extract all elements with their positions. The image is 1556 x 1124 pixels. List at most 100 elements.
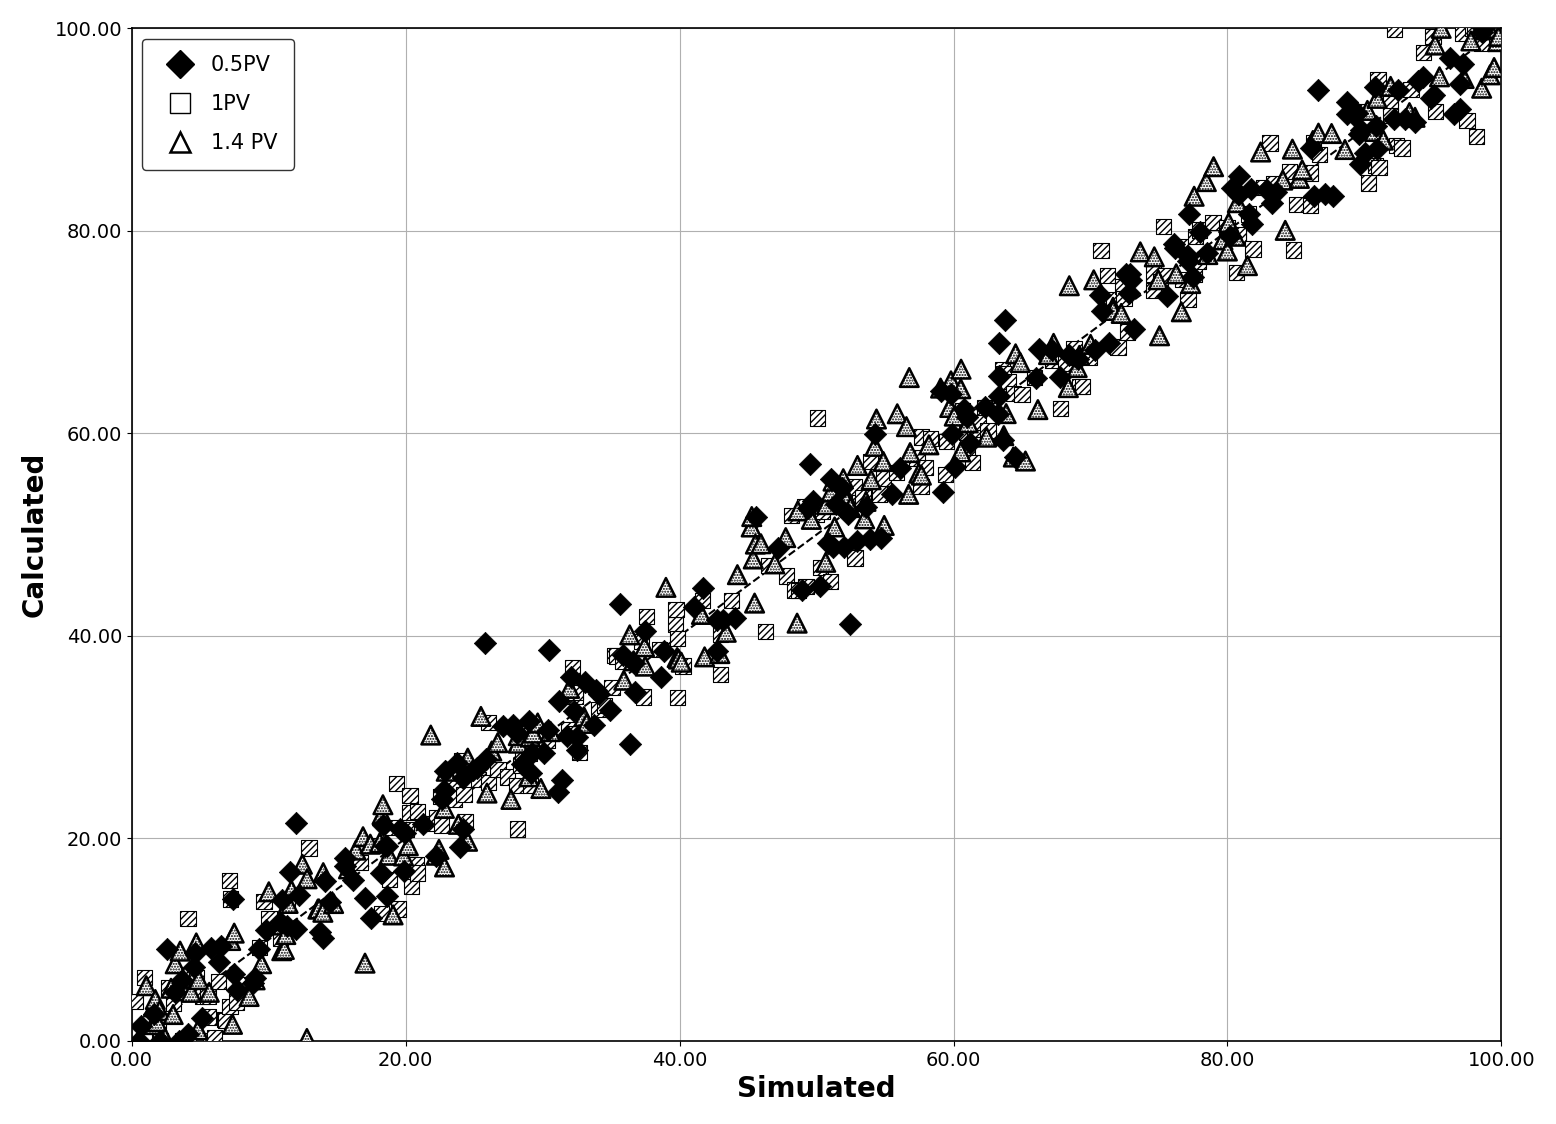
0.5PV [1095,334,1120,352]
1.4 PV [725,565,750,583]
1.4 PV [434,762,459,780]
1.4 PV [937,399,962,417]
1.4 PV [370,796,395,814]
1PV [386,900,411,918]
1.4 PV [1223,227,1248,245]
1PV [1175,291,1200,309]
1.4 PV [692,647,717,665]
0.5PV [166,1032,191,1050]
0.5PV [1470,19,1495,37]
1.4 PV [381,906,406,924]
1PV [918,429,943,447]
1.4 PV [294,1030,319,1048]
1PV [664,629,689,647]
1.4 PV [1486,27,1511,45]
1PV [442,790,467,808]
0.5PV [333,849,358,867]
1.4 PV [621,652,646,670]
1.4 PV [1041,334,1066,352]
0.5PV [1393,110,1418,128]
0.5PV [820,538,845,556]
1.4 PV [1064,359,1089,377]
0.5PV [823,496,848,514]
1.4 PV [742,595,767,613]
1PV [476,773,501,791]
1.4 PV [1147,327,1172,345]
1.4 PV [1397,103,1422,121]
0.5PV [868,529,893,547]
1.4 PV [1484,33,1509,51]
1.4 PV [1164,265,1189,283]
1.4 PV [1217,214,1242,232]
1PV [148,1032,173,1050]
0.5PV [517,711,541,729]
0.5PV [392,824,417,842]
0.5PV [1225,185,1249,203]
0.5PV [632,623,657,641]
0.5PV [535,720,560,738]
0.5PV [473,634,498,652]
0.5PV [1352,144,1377,162]
0.5PV [845,532,870,550]
0.5PV [268,913,293,931]
1PV [867,486,892,504]
0.5PV [555,726,580,744]
1PV [1167,238,1192,256]
1.4 PV [184,934,209,952]
0.5PV [584,681,608,699]
0.5PV [387,819,412,837]
0.5PV [565,728,590,746]
0.5PV [587,685,612,702]
0.5PV [271,891,296,909]
1.4 PV [1371,132,1396,149]
0.5PV [423,847,448,865]
1.4 PV [237,988,261,1006]
1PV [800,504,825,522]
0.5PV [1239,180,1263,198]
1PV [664,688,689,706]
1.4 PV [948,380,972,398]
0.5PV [532,744,557,762]
1PV [512,722,537,740]
1.4 PV [1067,346,1092,364]
1PV [846,493,871,511]
1.4 PV [377,846,401,864]
0.5PV [621,654,646,672]
1PV [804,506,829,524]
1PV [453,813,478,831]
0.5PV [1335,106,1360,124]
1PV [884,464,909,482]
1.4 PV [1193,173,1218,191]
0.5PV [1162,239,1187,257]
1.4 PV [741,550,766,568]
1PV [991,364,1016,382]
1PV [1181,265,1206,283]
1.4 PV [321,895,345,913]
1PV [218,872,243,890]
1PV [170,1032,194,1050]
1.4 PV [143,990,168,1008]
1PV [495,768,520,786]
0.5PV [1254,181,1279,199]
0.5PV [598,701,622,719]
1.4 PV [456,750,481,768]
1.4 PV [991,427,1016,445]
1PV [563,724,588,742]
1PV [1421,28,1446,46]
1.4 PV [370,806,395,824]
1PV [954,423,979,441]
1.4 PV [279,881,303,899]
0.5PV [142,1005,166,1023]
1PV [1142,265,1167,283]
0.5PV [618,735,643,753]
0.5PV [798,455,823,473]
0.5PV [1088,285,1113,303]
1PV [1399,81,1424,99]
0.5PV [429,790,454,808]
1.4 PV [196,984,221,1001]
1PV [1455,111,1480,129]
1PV [1357,174,1382,192]
0.5PV [1195,244,1220,262]
1PV [1379,107,1404,125]
1PV [146,1012,171,1030]
